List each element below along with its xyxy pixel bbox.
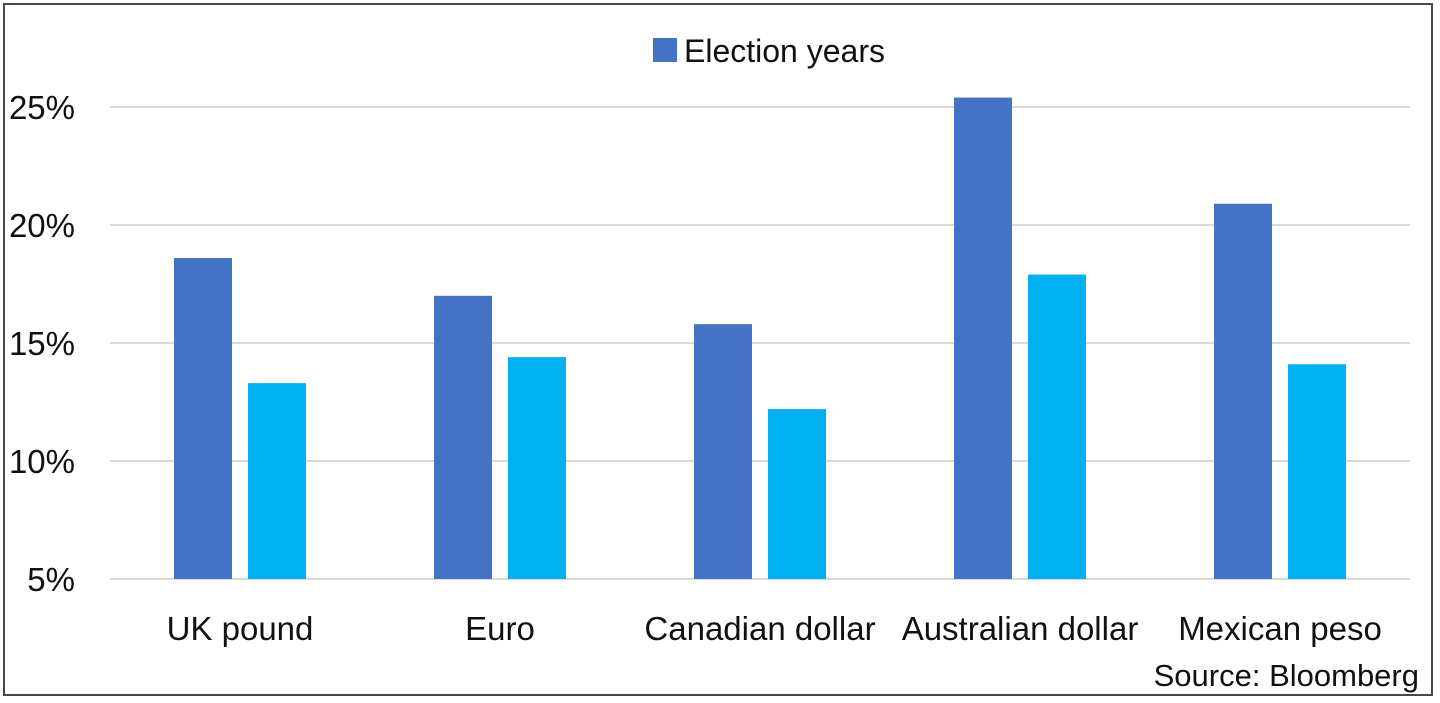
bar-australian-dollar-series-1	[954, 97, 1012, 579]
y-tick-label: 10%	[9, 443, 75, 480]
legend-label-election-years: Election years	[684, 33, 885, 69]
x-tick-label: Mexican peso	[1178, 610, 1382, 647]
bar-uk-pound-series-2	[248, 383, 306, 579]
y-tick-label: 15%	[9, 325, 75, 362]
legend-swatch-election-years	[653, 38, 677, 62]
y-tick-label: 5%	[27, 561, 75, 598]
source-note: Source: Bloomberg	[1154, 658, 1419, 693]
y-tick-label: 25%	[9, 89, 75, 126]
y-tick-label: 20%	[9, 207, 75, 244]
x-tick-label: Australian dollar	[902, 610, 1139, 647]
bar-mexican-peso-series-2	[1288, 364, 1346, 579]
x-tick-label: Euro	[465, 610, 535, 647]
bar-mexican-peso-series-1	[1214, 203, 1272, 579]
bar-euro-series-2	[508, 357, 566, 579]
bar-canadian-dollar-series-2	[768, 409, 826, 579]
bar-australian-dollar-series-2	[1028, 274, 1086, 579]
bar-euro-series-1	[434, 295, 492, 579]
x-tick-label: Canadian dollar	[644, 610, 875, 647]
bars	[174, 97, 1346, 579]
bar-canadian-dollar-series-1	[694, 324, 752, 579]
bar-uk-pound-series-1	[174, 258, 232, 579]
x-tick-label: UK pound	[167, 610, 314, 647]
legend: Election years	[653, 33, 885, 69]
y-axis-ticks: 5% 10% 15% 20% 25%	[9, 89, 75, 598]
gridlines	[110, 106, 1410, 580]
x-axis-ticks: UK pound Euro Canadian dollar Australian do…	[167, 610, 1382, 647]
